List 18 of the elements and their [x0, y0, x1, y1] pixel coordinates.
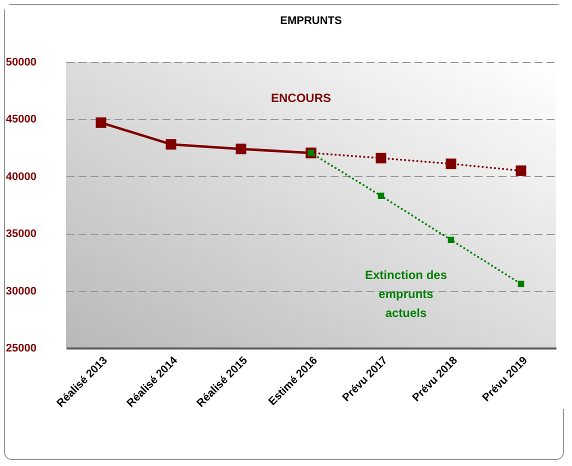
- y-tick-label: 35000: [6, 228, 36, 240]
- point: [376, 152, 386, 164]
- point: [446, 158, 456, 170]
- point: [166, 139, 176, 150]
- point: [518, 280, 524, 288]
- y-tick-label: 30000: [6, 285, 36, 298]
- chart-title: EMPRUNTS: [280, 15, 342, 27]
- point: [516, 165, 526, 176]
- y-tick-label: 25000: [6, 342, 36, 354]
- y-tick-label: 40000: [6, 170, 36, 183]
- text: Extinction des emprunts actuels: [364, 268, 448, 320]
- y-tick-label: 45000: [6, 114, 36, 126]
- point: [236, 144, 246, 154]
- point: [448, 236, 454, 244]
- y-tick-label: 50000: [6, 56, 36, 68]
- point: [96, 117, 106, 128]
- point: [378, 192, 384, 200]
- text: ENCOURS: [270, 90, 332, 105]
